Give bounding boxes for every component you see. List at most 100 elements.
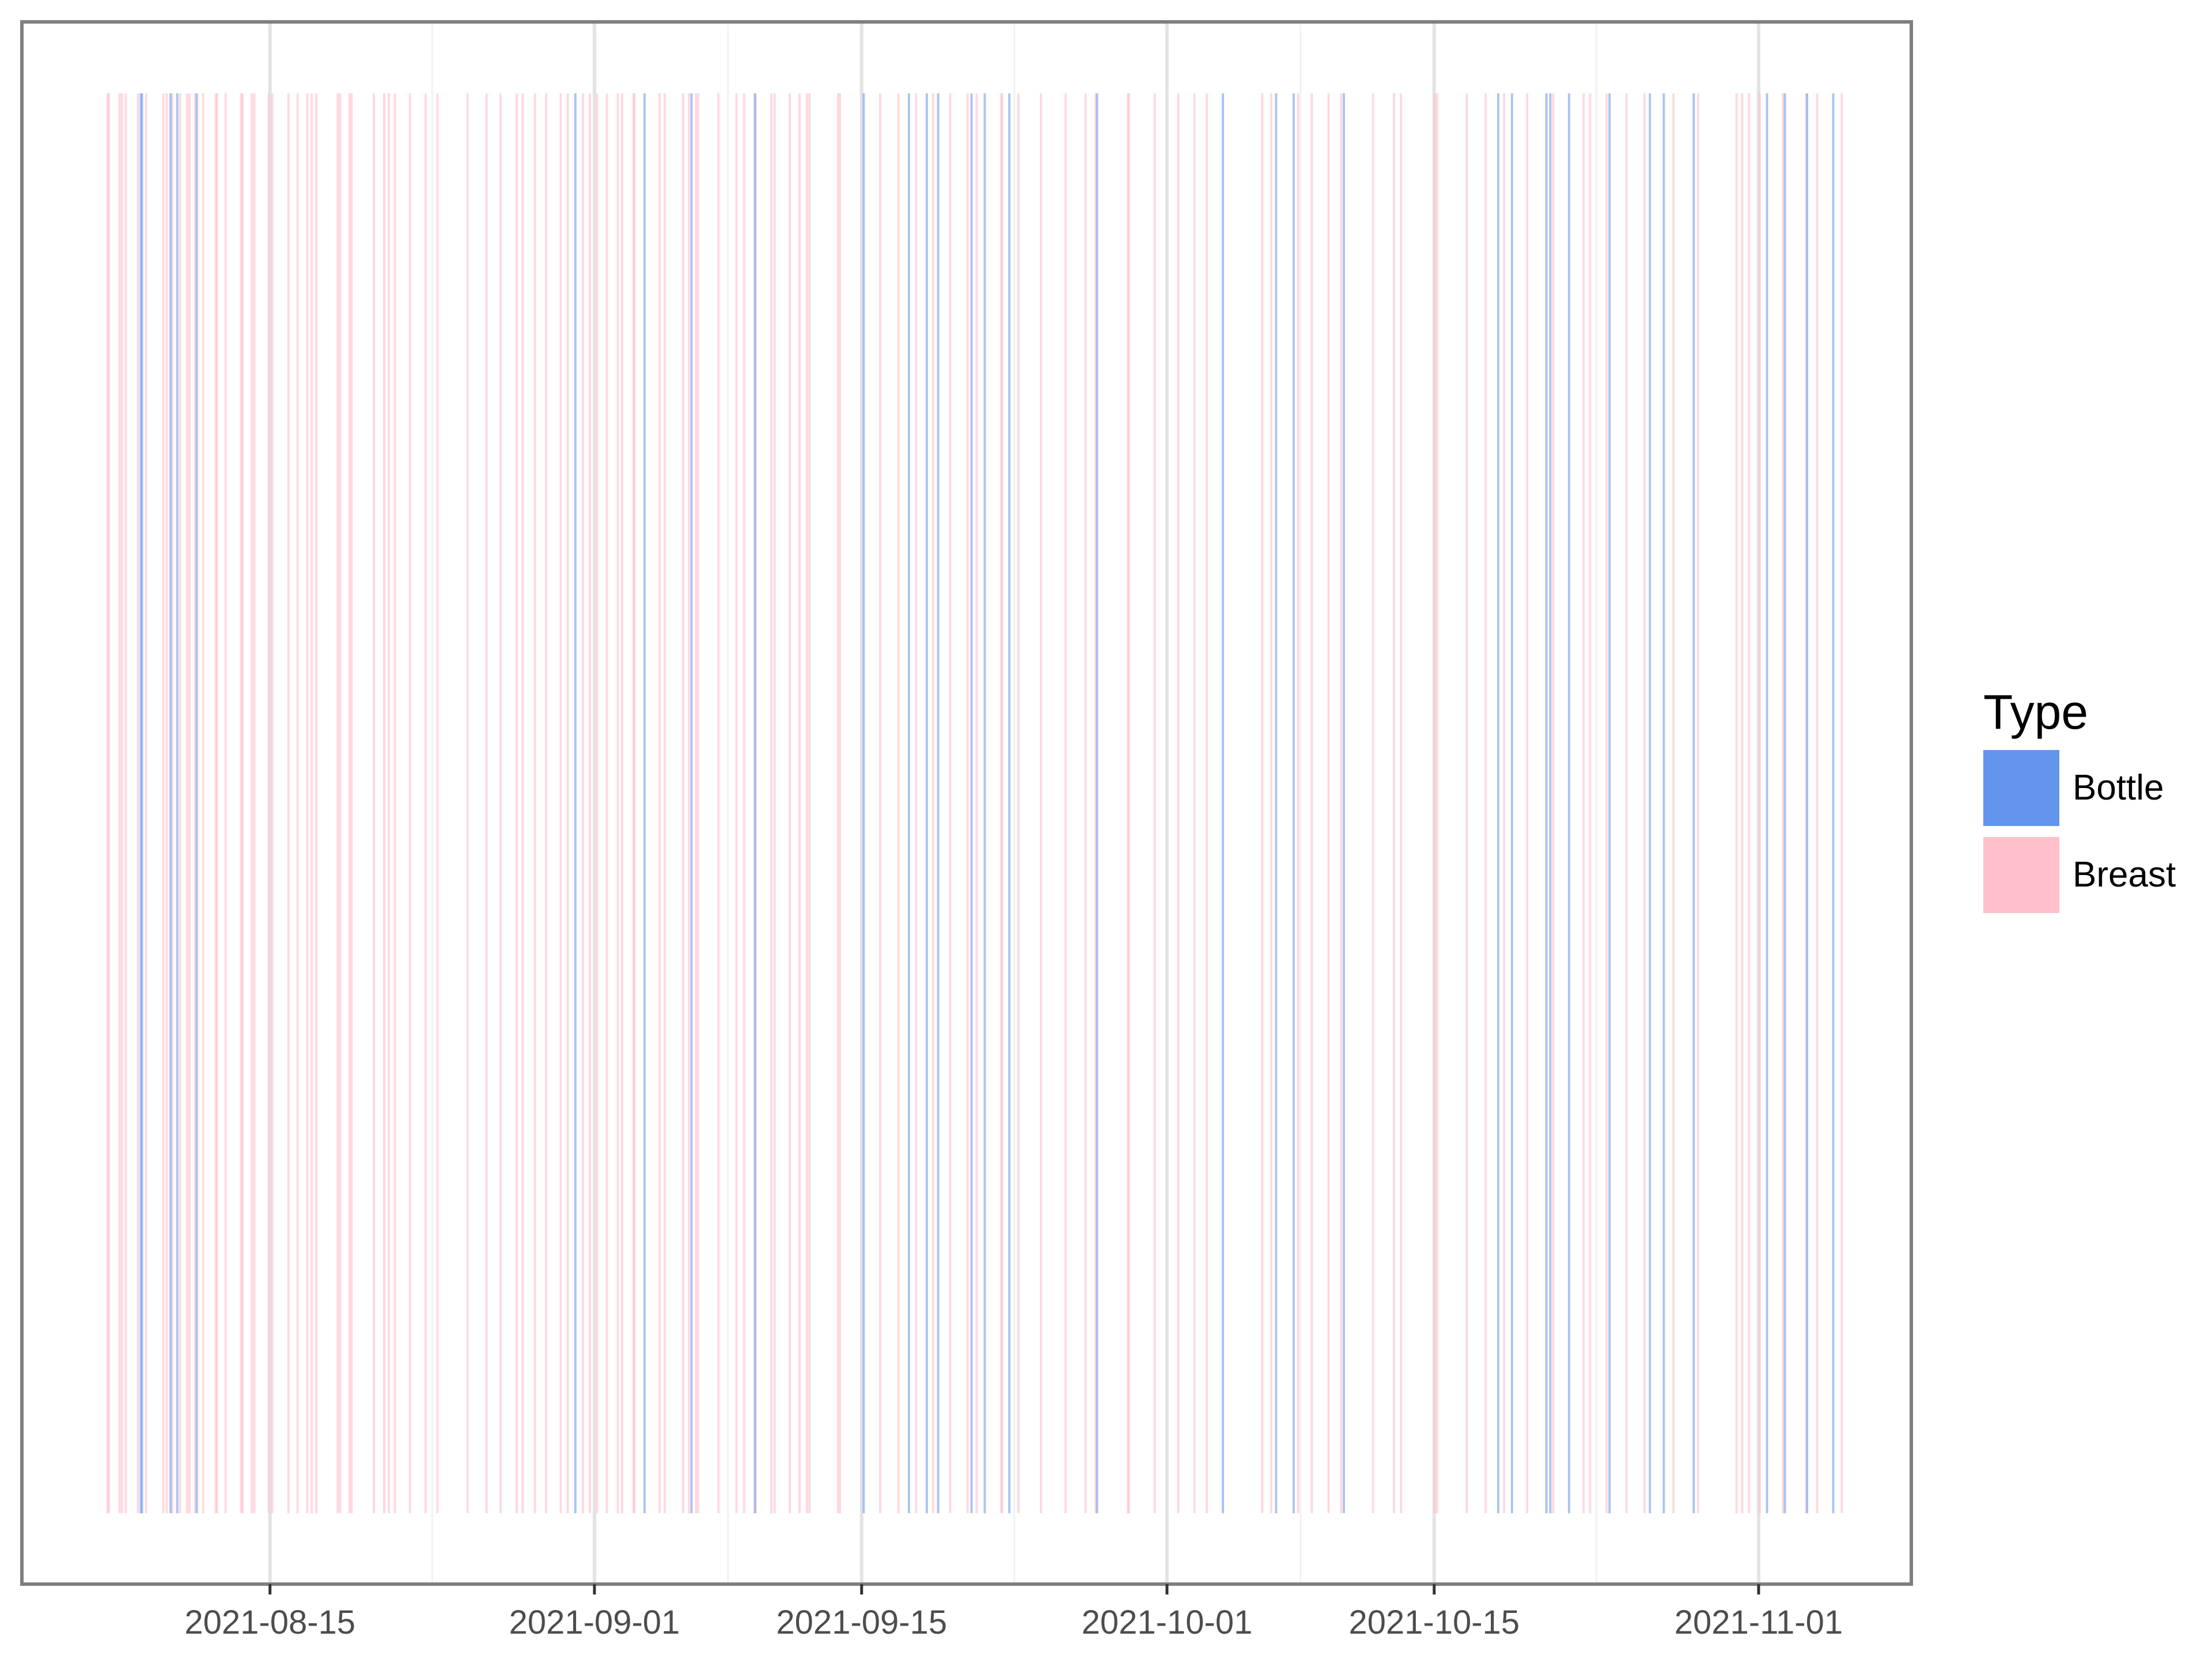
feeding-mark-breast <box>1696 93 1699 1513</box>
feeding-mark-breast <box>1040 93 1042 1513</box>
feeding-mark-breast <box>194 93 196 1513</box>
feeding-mark-breast <box>1001 93 1003 1513</box>
feeding-mark-breast <box>808 93 811 1513</box>
feeding-mark-breast <box>267 93 270 1513</box>
feeding-mark-breast <box>1840 93 1843 1513</box>
feeding-mark-breast <box>466 93 469 1513</box>
legend-label-bottle: Bottle <box>2073 768 2164 808</box>
feeding-mark-breast <box>533 93 536 1513</box>
feeding-mark-breast <box>770 93 772 1513</box>
feeding-mark-bottle <box>1222 93 1224 1513</box>
feeding-mark-breast <box>897 93 900 1513</box>
feeding-mark-breast <box>521 93 524 1513</box>
feeding-mark-breast <box>162 93 165 1513</box>
feeding-mark-breast <box>805 93 808 1513</box>
feeding-mark-breast <box>1433 93 1436 1513</box>
feeding-mark-breast <box>251 93 253 1513</box>
feeding-mark-breast <box>306 93 309 1513</box>
feeding-mark-breast <box>931 93 934 1513</box>
x-tick-label: 2021-10-15 <box>1349 1604 1520 1641</box>
feeding-mark-breast <box>773 93 776 1513</box>
feeding-mark-breast <box>1270 93 1272 1513</box>
feeding-mark-bottle <box>169 93 172 1513</box>
feeding-mark-breast <box>137 93 139 1513</box>
feeding-mark-breast <box>1643 93 1646 1513</box>
feeding-mark-breast <box>1465 93 1468 1513</box>
feeding-mark-breast <box>915 93 918 1513</box>
feeding-mark-breast <box>878 93 881 1513</box>
feeding-mark-breast <box>1605 93 1608 1513</box>
feeding-mark-breast <box>185 93 188 1513</box>
feeding-mark-bottle <box>862 93 865 1513</box>
feeding-mark-breast <box>582 93 585 1513</box>
feeding-mark-bottle <box>139 93 142 1513</box>
feeding-mark-breast <box>339 93 342 1513</box>
feeding-mark-breast <box>1193 93 1196 1513</box>
feeding-mark-breast <box>1297 93 1300 1513</box>
feeding-mark-breast <box>373 93 376 1513</box>
plot-panel-border <box>20 20 1913 1586</box>
feeding-mark-breast <box>296 93 299 1513</box>
x-tick-label: 2021-10-01 <box>1082 1604 1253 1641</box>
feeding-mark-breast <box>1589 93 1592 1513</box>
feeding-mark-breast <box>1758 93 1761 1513</box>
feeding-mark-breast <box>179 93 181 1513</box>
feeding-mark-bottle <box>141 93 143 1513</box>
feeding-mark-breast <box>310 93 313 1513</box>
legend: Type Bottle Breast <box>1983 685 2176 913</box>
feeding-mark-breast <box>106 93 109 1513</box>
feeding-mark-breast <box>240 93 243 1513</box>
feeding-mark-breast <box>621 93 623 1513</box>
feeding-mark-breast <box>108 93 111 1513</box>
feeding-mark-breast <box>1552 93 1555 1513</box>
feeding-mark-breast <box>383 93 385 1513</box>
feeding-mark-breast <box>1748 93 1751 1513</box>
feeding-mark-breast <box>253 93 256 1513</box>
feeding-mark-breast <box>145 93 147 1513</box>
feeding-mark-breast <box>975 93 978 1513</box>
feeding-mark-breast <box>663 93 666 1513</box>
feeding-mark-breast <box>681 93 684 1513</box>
x-tick-label: 2021-08-15 <box>184 1604 355 1641</box>
feeding-mark-breast <box>695 93 698 1513</box>
feeding-mark-breast <box>566 93 569 1513</box>
feeding-mark-bottle <box>643 93 646 1513</box>
feeding-mark-breast <box>589 93 591 1513</box>
feeding-mark-breast <box>1094 93 1097 1513</box>
feeding-mark-breast <box>596 93 599 1513</box>
feeding-mark-bottle <box>1342 93 1345 1513</box>
feeding-mark-breast <box>1782 93 1785 1513</box>
feeding-mark-bottle <box>753 93 756 1513</box>
legend-key-bottle <box>1983 750 2059 826</box>
feeding-mark-breast <box>1327 93 1330 1513</box>
feeding-mark-breast <box>1372 93 1374 1513</box>
feeding-mark-bottle <box>1549 93 1552 1513</box>
feeding-mark-breast <box>315 93 317 1513</box>
feeding-mark-breast <box>271 93 274 1513</box>
legend-key-breast <box>1983 837 2059 913</box>
feeding-mark-breast <box>605 93 608 1513</box>
feeding-mark-breast <box>214 93 217 1513</box>
feeding-mark-bottle <box>1806 93 1809 1513</box>
feeding-mark-breast <box>1153 93 1156 1513</box>
feeding-mark-breast <box>1177 93 1180 1513</box>
feeding-mark-breast <box>1393 93 1395 1513</box>
feeding-mark-breast <box>1261 93 1264 1513</box>
feeding-mark-breast <box>224 93 227 1513</box>
feeding-mark-breast <box>241 93 244 1513</box>
x-tick-label: 2021-11-01 <box>1675 1604 1843 1641</box>
feeding-mark-breast <box>717 93 720 1513</box>
feeding-mark-breast <box>658 93 661 1513</box>
feeding-mark-bottle <box>1008 93 1011 1513</box>
feeding-mark-breast <box>1340 93 1343 1513</box>
feeding-mark-breast <box>336 93 339 1513</box>
feeding-mark-breast <box>393 93 396 1513</box>
feeding-mark-breast <box>120 93 123 1513</box>
feeding-mark-breast <box>216 93 219 1513</box>
feeding-mark-bottle <box>1510 93 1513 1513</box>
x-tick-label: 2021-09-01 <box>509 1604 680 1641</box>
feeding-mark-breast <box>1484 93 1487 1513</box>
feeding-mark-breast <box>1526 93 1529 1513</box>
feeding-mark-breast <box>424 93 427 1513</box>
feeding-mark-bottle <box>907 93 910 1513</box>
